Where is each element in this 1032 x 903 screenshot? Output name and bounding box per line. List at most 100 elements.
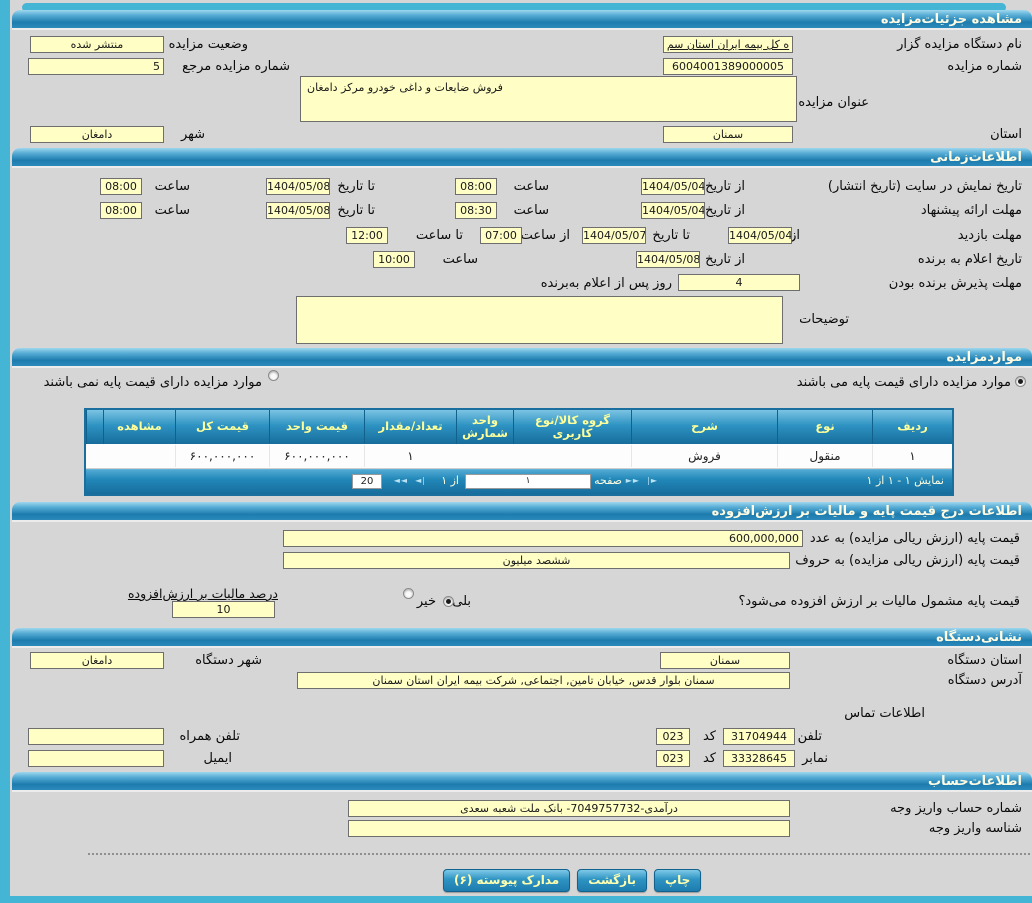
section-address-header: نشانی‌دستگاه xyxy=(12,628,1032,648)
agency-province-label: استان دستگاه xyxy=(947,653,1022,668)
pager-of-total: از ۱ xyxy=(441,474,459,487)
ref-number-field[interactable]: 5 xyxy=(28,58,164,75)
agency-value[interactable]: ه کل بیمه ایران استان سم xyxy=(666,38,790,51)
back-button[interactable]: بازگشت xyxy=(577,869,648,892)
agency-address-field[interactable]: سمنان بلوار قدس, خیابان تامین, اجتماعی, … xyxy=(297,672,790,689)
vat-percent-field[interactable]: 10 xyxy=(172,601,275,618)
publish-row-label: تاریخ نمایش در سایت (تاریخ انتشار) xyxy=(827,179,1022,194)
deposit-account-field[interactable]: درآمدی-7049757732- بانک ملت شعبه سعدی xyxy=(348,800,790,817)
section-timing-title: اطلاعات‌زمانی xyxy=(930,150,1022,165)
visit-to-time-field[interactable]: 12:00 xyxy=(346,227,388,244)
phone-label: تلفن xyxy=(797,729,822,744)
publish-to-date-field[interactable]: 1404/05/08 xyxy=(266,178,330,195)
vat-yes-radio[interactable] xyxy=(443,596,454,607)
section-details-title: مشاهده جزئیات‌مزایده xyxy=(880,12,1022,27)
contact-info-title: اطلاعات تماس xyxy=(844,706,925,721)
base-price-number-label: قیمت پایه (ارزش ریالی مزایده) به عدد xyxy=(809,531,1020,546)
deposit-id-field[interactable] xyxy=(348,820,790,837)
section-pricing-title: اطلاعات درج قیمت پایه و مالیات بر ارزش‌ا… xyxy=(711,504,1022,519)
ref-number-label: شماره مزایده مرجع xyxy=(182,59,290,74)
agency-city-label: شهر دستگاه xyxy=(195,653,262,668)
top-frame-strip xyxy=(22,3,1006,12)
base-price-words-field[interactable]: ششصد میلیون xyxy=(283,552,790,569)
agency-field[interactable]: ه کل بیمه ایران استان سم xyxy=(663,36,793,53)
fax-code-field[interactable]: 023 xyxy=(656,750,690,767)
offer-from-time-field[interactable]: 08:30 xyxy=(455,202,497,219)
offer-from-date-label: از تاریخ xyxy=(705,203,745,218)
offer-to-time-field[interactable]: 08:00 xyxy=(100,202,142,219)
publish-to-time-field[interactable]: 08:00 xyxy=(100,178,142,195)
col-unit-price: قیمت واحد xyxy=(269,410,364,444)
accept-days-field[interactable]: 4 xyxy=(678,274,800,291)
accept-deadline-label: مهلت پذیرش برنده بودن xyxy=(888,276,1022,291)
province-field[interactable]: سمنان xyxy=(663,126,793,143)
vat-yes-label[interactable]: بلی xyxy=(452,594,471,609)
visit-from-date-field[interactable]: 1404/05/04 xyxy=(728,227,792,244)
email-field[interactable] xyxy=(28,750,164,767)
phone-field[interactable]: 31704944 xyxy=(723,728,795,745)
publish-to-date-label: تا تاریخ xyxy=(337,179,375,194)
table-row: ۱ منقول فروش ۱ ۶۰۰,۰۰۰,۰۰۰ ۶۰۰,۰۰۰,۰۰۰ ج… xyxy=(86,444,952,469)
offer-to-date-field[interactable]: 1404/05/08 xyxy=(266,202,330,219)
section-items-header: مواردمزایده xyxy=(12,348,1032,368)
items-without-base-radio[interactable] xyxy=(268,370,279,381)
print-button[interactable]: چاپ xyxy=(654,869,702,892)
description-textarea[interactable] xyxy=(296,296,783,344)
phone-code-field[interactable]: 023 xyxy=(656,728,690,745)
city-label: شهر xyxy=(180,127,205,142)
items-with-base-radio[interactable] xyxy=(1015,376,1026,387)
bottom-frame-strip xyxy=(0,896,1032,903)
visit-to-hour-label: تا ساعت xyxy=(415,228,463,243)
fax-label: نمابر xyxy=(802,751,828,766)
winner-time-field[interactable]: 10:00 xyxy=(373,251,415,268)
auction-title-value: فروش ضایعات و داغی خودرو مرکز دامغان xyxy=(307,81,503,94)
visit-row-label: مهلت بازدید xyxy=(957,228,1022,243)
pager-prev-icon[interactable]: ◄◄ xyxy=(393,476,408,485)
auction-number-label: شماره مزایده xyxy=(947,59,1022,74)
vat-percent-label: درصد مالیات بر ارزش‌افزوده xyxy=(127,586,278,601)
visit-to-date-field[interactable]: 1404/05/07 xyxy=(582,227,646,244)
base-price-words-label: قیمت پایه (ارزش ریالی مزایده) به حروف xyxy=(795,553,1020,568)
fax-field[interactable]: 33328645 xyxy=(723,750,795,767)
agency-province-field[interactable]: سمنان xyxy=(660,652,790,669)
vat-no-label[interactable]: خیر xyxy=(416,594,436,609)
winner-date-field[interactable]: 1404/05/08 xyxy=(636,251,700,268)
cell-type: منقول xyxy=(777,445,872,467)
attachments-button[interactable]: مدارک پیوسته (۶) xyxy=(443,869,571,892)
agency-label: نام دستگاه مزایده گزار xyxy=(897,37,1022,52)
winner-from-date-label: از تاریخ xyxy=(705,252,745,267)
visit-from-time-field[interactable]: 07:00 xyxy=(480,227,522,244)
pager-page-input[interactable]: ۱ xyxy=(465,474,591,489)
pager-next-icon[interactable]: ►► xyxy=(625,476,640,485)
auction-number-field[interactable]: 6004001389000005 xyxy=(663,58,793,75)
province-label: استان xyxy=(990,127,1022,142)
publish-from-date-field[interactable]: 1404/05/04 xyxy=(641,178,705,195)
col-group: گروه کالا/نوع کاربری xyxy=(513,410,631,444)
section-items-title: مواردمزایده xyxy=(946,350,1022,365)
deposit-account-label: شماره حساب واریز وجه xyxy=(890,801,1022,816)
items-without-base-label[interactable]: موارد مزایده دارای قیمت پایه نمی باشند xyxy=(43,375,262,390)
col-total-price: قیمت کل xyxy=(175,410,269,444)
vat-no-radio[interactable] xyxy=(403,588,414,599)
items-with-base-label[interactable]: موارد مزایده دارای قیمت پایه می باشند xyxy=(796,375,1011,390)
visit-to-date-label: تا تاریخ xyxy=(652,228,690,243)
page-size-select[interactable]: 20 xyxy=(352,474,382,489)
city-field[interactable]: دامغان xyxy=(30,126,164,143)
base-price-number-field[interactable]: 600,000,000 xyxy=(283,530,803,547)
offer-to-hour-label: ساعت xyxy=(154,203,190,218)
section-address-title: نشانی‌دستگاه xyxy=(936,630,1022,645)
col-index: ردیف xyxy=(872,410,952,444)
status-field[interactable]: منتشر شده xyxy=(30,36,164,53)
pager-last-icon[interactable]: ►| xyxy=(647,476,658,485)
auction-title-label: عنوان مزایده xyxy=(798,95,869,110)
pager-first-icon[interactable]: |◄ xyxy=(415,476,426,485)
mobile-field[interactable] xyxy=(28,728,164,745)
publish-from-time-field[interactable]: 08:00 xyxy=(455,178,497,195)
items-table-pager: نمایش ۱ - ۱ از ۱ ►► ►| صفحه ۱ از ۱ |◄ ◄◄… xyxy=(86,469,952,494)
offer-from-date-field[interactable]: 1404/05/04 xyxy=(641,202,705,219)
status-label: وضعیت مزایده xyxy=(168,37,248,52)
offer-row-label: مهلت ارائه پیشنهاد xyxy=(920,203,1022,218)
agency-city-field[interactable]: دامغان xyxy=(30,652,164,669)
auction-title-textarea[interactable]: فروش ضایعات و داغی خودرو مرکز دامغان xyxy=(300,76,797,122)
